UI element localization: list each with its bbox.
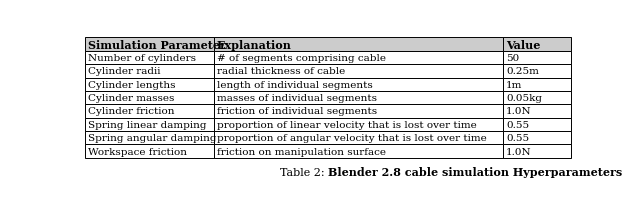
Text: Cylinder radii: Cylinder radii (88, 67, 161, 76)
Text: Value: Value (506, 39, 540, 50)
Bar (503, 65, 571, 78)
Text: 1.0N: 1.0N (506, 107, 532, 116)
Bar (214, 78, 503, 92)
Text: Explanation: Explanation (217, 39, 292, 50)
Bar (503, 118, 571, 131)
Text: # of segments comprising cable: # of segments comprising cable (217, 54, 386, 63)
Text: friction of individual segments: friction of individual segments (217, 107, 377, 116)
Text: length of individual segments: length of individual segments (217, 80, 372, 89)
Text: Cylinder masses: Cylinder masses (88, 94, 174, 103)
Text: 50: 50 (506, 54, 519, 63)
Text: proportion of linear velocity that is lost over time: proportion of linear velocity that is lo… (217, 120, 477, 129)
Text: 0.25m: 0.25m (506, 67, 539, 76)
Text: 1.0N: 1.0N (506, 147, 532, 156)
Bar (85, 145, 214, 158)
Text: Simulation Parameter: Simulation Parameter (88, 39, 226, 50)
Text: 1m: 1m (506, 80, 522, 89)
Bar (85, 65, 214, 78)
Bar (85, 105, 214, 118)
Bar (503, 131, 571, 145)
Bar (503, 38, 571, 52)
Bar (214, 38, 503, 52)
Bar (85, 118, 214, 131)
Bar (503, 92, 571, 105)
Text: Spring angular damping: Spring angular damping (88, 134, 216, 143)
Text: 0.55: 0.55 (506, 120, 529, 129)
Text: Number of cylinders: Number of cylinders (88, 54, 196, 63)
Text: 0.55: 0.55 (506, 134, 529, 143)
Text: Cylinder lengths: Cylinder lengths (88, 80, 175, 89)
Bar (214, 92, 503, 105)
Bar (85, 92, 214, 105)
Text: Cylinder friction: Cylinder friction (88, 107, 175, 116)
Bar (503, 52, 571, 65)
Text: proportion of angular velocity that is lost over time: proportion of angular velocity that is l… (217, 134, 486, 143)
Text: masses of individual segments: masses of individual segments (217, 94, 377, 103)
Bar (503, 145, 571, 158)
Bar (85, 131, 214, 145)
Text: Spring linear damping: Spring linear damping (88, 120, 207, 129)
Bar (503, 105, 571, 118)
Bar (214, 145, 503, 158)
Bar (214, 131, 503, 145)
Text: Workspace friction: Workspace friction (88, 147, 187, 156)
Text: friction on manipulation surface: friction on manipulation surface (217, 147, 386, 156)
Text: 0.05kg: 0.05kg (506, 94, 542, 103)
Bar (503, 78, 571, 92)
Text: Table 2:: Table 2: (280, 167, 328, 177)
Text: radial thickness of cable: radial thickness of cable (217, 67, 345, 76)
Bar (214, 118, 503, 131)
Text: Blender 2.8 cable simulation Hyperparameters: Blender 2.8 cable simulation Hyperparame… (328, 166, 622, 178)
Bar (214, 105, 503, 118)
Bar (214, 52, 503, 65)
Bar (214, 65, 503, 78)
Bar (85, 38, 214, 52)
Bar (85, 78, 214, 92)
Bar (85, 52, 214, 65)
